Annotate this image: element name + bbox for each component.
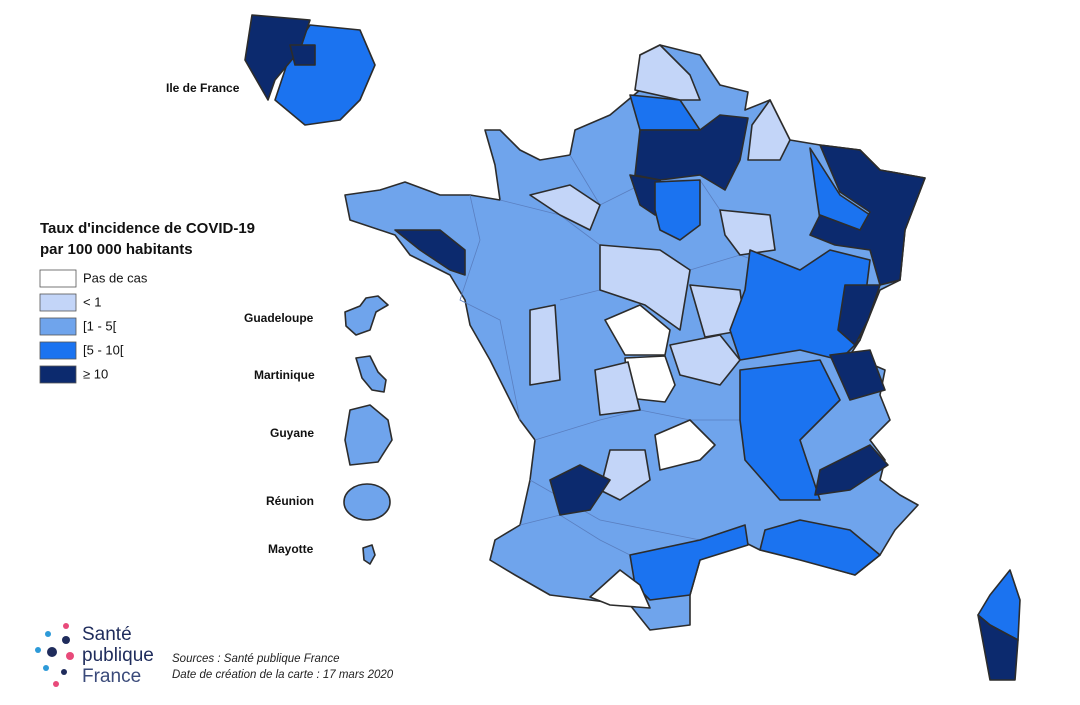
idf-paris xyxy=(289,44,316,66)
legend-swatch xyxy=(39,365,77,384)
legend-label: [5 - 10[ xyxy=(83,342,124,357)
legend-title: par 100 000 habitants xyxy=(40,241,193,258)
dep-patch xyxy=(604,304,671,356)
logo-dot xyxy=(53,681,59,687)
guadeloupe xyxy=(344,295,389,336)
reunion xyxy=(343,483,391,521)
martinique xyxy=(355,355,387,393)
dep-patch xyxy=(814,444,889,496)
legend-label: [1 - 5[ xyxy=(83,318,117,333)
dep-patch xyxy=(529,184,601,231)
overseas-label: Guadeloupe xyxy=(244,311,314,325)
dep-patch xyxy=(829,349,886,401)
logo-text: France xyxy=(82,666,141,687)
logo-dot xyxy=(62,636,70,644)
logo-dot xyxy=(63,623,69,629)
mayotte xyxy=(362,544,376,565)
dep-patch xyxy=(549,464,611,516)
idf-west xyxy=(244,14,311,101)
dep-patch xyxy=(739,359,841,501)
dep-patch xyxy=(529,304,561,386)
dep-patch xyxy=(394,229,466,276)
logo: Santé publique France xyxy=(35,623,154,687)
dep-patch xyxy=(634,44,701,101)
dep-patch xyxy=(809,144,926,286)
overseas-label: Réunion xyxy=(266,494,314,508)
dep-patch xyxy=(837,284,881,346)
dep-patch xyxy=(759,519,881,576)
dep-patch xyxy=(747,99,791,161)
legend-swatch xyxy=(39,293,77,312)
source-date: Date de création de la carte : 17 mars 2… xyxy=(172,669,394,681)
dep-border xyxy=(459,194,521,421)
logo-dot xyxy=(61,669,67,675)
logo-dot xyxy=(43,665,49,671)
guyane xyxy=(344,404,393,466)
dep-patch xyxy=(669,334,741,386)
dep-patch xyxy=(654,179,701,241)
legend-label: < 1 xyxy=(83,294,101,309)
dep-patch xyxy=(599,244,691,331)
overseas-label: Martinique xyxy=(254,368,315,382)
overseas-label: Guyane xyxy=(270,426,314,440)
logo-dot xyxy=(47,647,57,657)
legend-title: Taux d'incidence de COVID-19 xyxy=(40,220,255,237)
legend-label: ≥ 10 xyxy=(83,366,108,381)
logo-dot xyxy=(45,631,51,637)
logo-dot xyxy=(66,652,74,660)
legend-label: Pas de cas xyxy=(83,270,148,285)
legend: Taux d'incidence de COVID-19 par 100 000… xyxy=(39,220,255,384)
logo-text: publique xyxy=(82,645,154,666)
corsica-south xyxy=(977,614,1019,681)
inset-label: Ile de France xyxy=(166,81,240,95)
dep-patch xyxy=(654,419,716,471)
legend-swatch xyxy=(39,269,77,288)
dep-border xyxy=(519,514,631,556)
overseas-label: Mayotte xyxy=(268,542,314,556)
dep-patch xyxy=(594,361,641,416)
dep-patch xyxy=(589,569,651,609)
logo-text: Santé xyxy=(82,624,132,645)
legend-swatch xyxy=(39,317,77,336)
legend-swatch xyxy=(39,341,77,360)
logo-dot xyxy=(35,647,41,653)
source: Sources : Santé publique France xyxy=(172,653,340,665)
mainland xyxy=(344,44,926,631)
